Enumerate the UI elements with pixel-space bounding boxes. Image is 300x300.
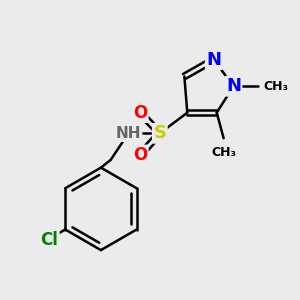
Text: O: O [133,146,147,164]
Text: N: N [226,77,241,95]
Text: NH: NH [116,126,141,141]
Text: Cl: Cl [40,231,58,249]
Text: S: S [153,124,166,142]
Text: CH₃: CH₃ [211,146,236,159]
Text: N: N [206,51,221,69]
Text: O: O [133,104,147,122]
Text: CH₃: CH₃ [264,80,289,93]
